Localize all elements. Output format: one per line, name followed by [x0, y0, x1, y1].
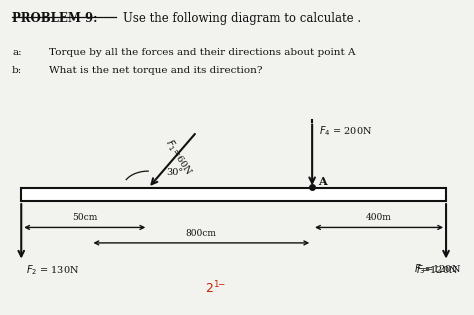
Text: $2^{1\!\!-}$: $2^{1\!\!-}$: [205, 280, 226, 297]
Text: 800cm: 800cm: [186, 229, 217, 238]
Text: $F_3$=120N: $F_3$=120N: [414, 262, 461, 276]
Text: What is the net torque and its direction?: What is the net torque and its direction…: [49, 66, 263, 75]
Text: 30°: 30°: [167, 168, 184, 177]
Text: Use the following diagram to calculate .: Use the following diagram to calculate .: [123, 12, 361, 25]
Text: b:: b:: [12, 66, 22, 75]
Text: $F_4$ = 200N: $F_4$ = 200N: [319, 125, 373, 139]
Text: 50cm: 50cm: [72, 214, 98, 222]
Text: $F_1$=60N: $F_1$=60N: [163, 136, 196, 178]
Text: 400m: 400m: [366, 214, 392, 222]
Text: A: A: [318, 175, 326, 186]
Text: PROBLEM 9:: PROBLEM 9:: [12, 12, 98, 25]
Text: a:: a:: [12, 48, 22, 57]
Text: Torque by all the forces and their directions about point A: Torque by all the forces and their direc…: [49, 48, 356, 57]
Text: $F$=120N: $F$=120N: [416, 263, 458, 275]
Bar: [21, 188, 446, 201]
Text: $F_2$ = 130N: $F_2$ = 130N: [26, 263, 79, 277]
